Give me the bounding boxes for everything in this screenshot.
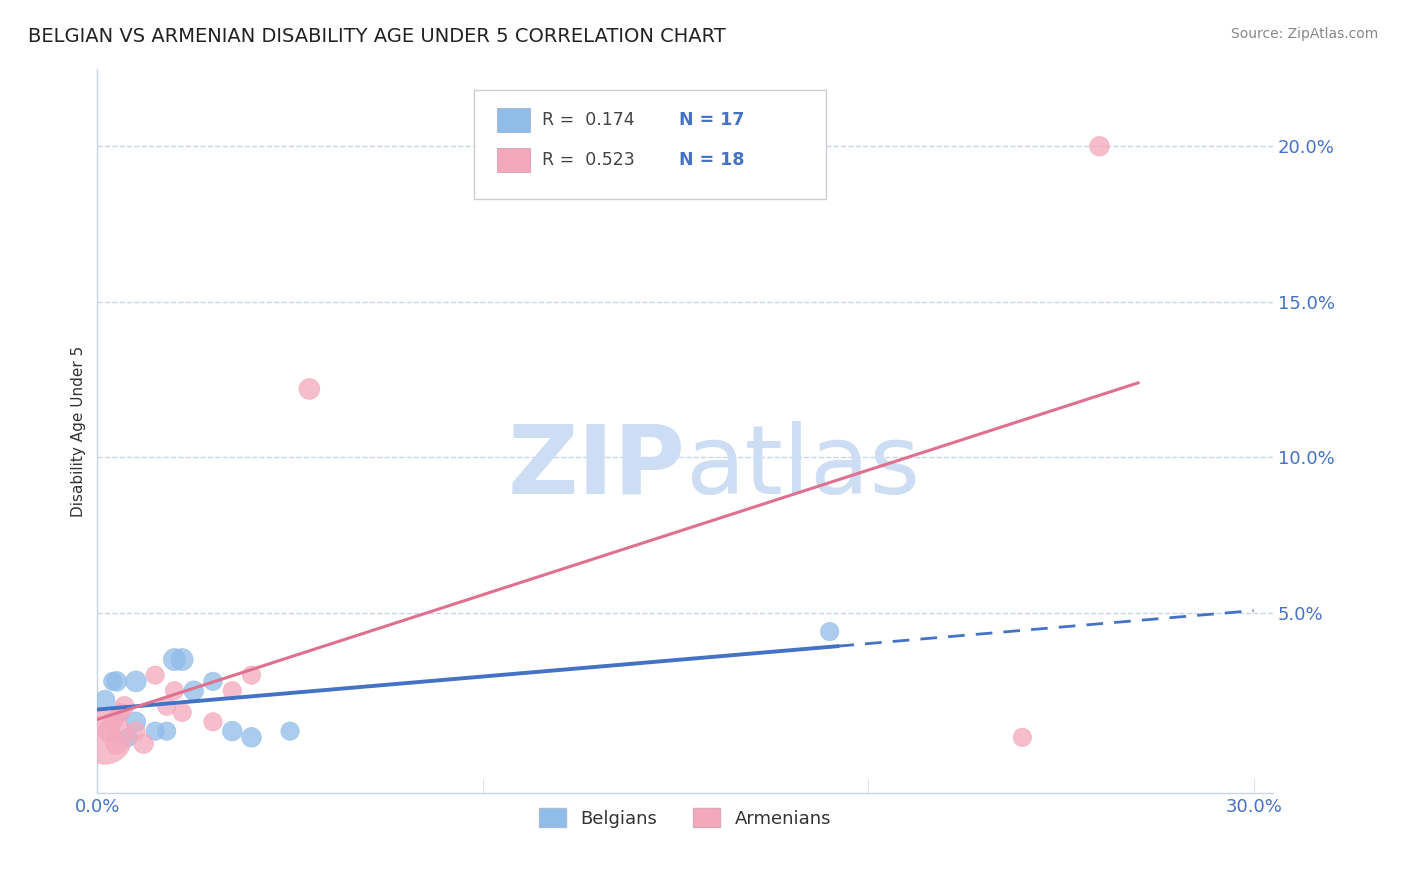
Y-axis label: Disability Age Under 5: Disability Age Under 5 <box>72 345 86 516</box>
Point <box>1088 139 1111 153</box>
Point <box>172 706 194 720</box>
Point <box>132 737 155 751</box>
Point <box>163 683 186 698</box>
Point <box>221 683 243 698</box>
Text: Source: ZipAtlas.com: Source: ZipAtlas.com <box>1230 27 1378 41</box>
Text: ZIP: ZIP <box>508 421 685 514</box>
Point <box>112 699 135 714</box>
Point <box>94 693 117 707</box>
FancyBboxPatch shape <box>498 108 530 132</box>
Point <box>172 652 194 666</box>
Point <box>183 683 205 698</box>
Point <box>201 714 224 729</box>
Point <box>201 674 224 689</box>
Point <box>818 624 841 639</box>
Text: R =  0.523: R = 0.523 <box>541 151 634 169</box>
Point <box>105 737 128 751</box>
Legend: Belgians, Armenians: Belgians, Armenians <box>531 801 838 835</box>
Point <box>97 724 120 739</box>
Point <box>278 724 301 739</box>
Point <box>240 731 263 745</box>
FancyBboxPatch shape <box>474 90 827 199</box>
Point <box>105 674 128 689</box>
Point <box>110 706 132 720</box>
Point <box>125 674 148 689</box>
Point <box>240 668 263 682</box>
Text: atlas: atlas <box>685 421 921 514</box>
Point <box>143 668 166 682</box>
Point <box>143 724 166 739</box>
Point <box>163 652 186 666</box>
Point <box>1011 731 1033 745</box>
FancyBboxPatch shape <box>498 147 530 172</box>
Point <box>125 724 148 739</box>
Text: R =  0.174: R = 0.174 <box>541 111 634 129</box>
Text: BELGIAN VS ARMENIAN DISABILITY AGE UNDER 5 CORRELATION CHART: BELGIAN VS ARMENIAN DISABILITY AGE UNDER… <box>28 27 725 45</box>
Text: N = 18: N = 18 <box>679 151 745 169</box>
Point <box>156 699 179 714</box>
Point <box>298 382 321 396</box>
Point <box>156 724 179 739</box>
Point <box>117 731 139 745</box>
Text: N = 17: N = 17 <box>679 111 745 129</box>
Point <box>221 724 243 739</box>
Point <box>110 706 132 720</box>
Point <box>94 731 117 745</box>
Point <box>101 714 124 729</box>
Point <box>101 674 124 689</box>
Point <box>125 714 148 729</box>
